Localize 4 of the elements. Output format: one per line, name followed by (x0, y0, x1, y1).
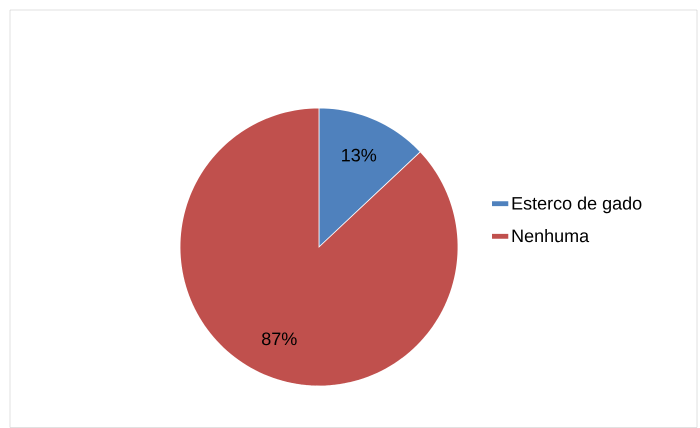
legend-label: Esterco de gado (512, 196, 642, 214)
legend-label: Nenhuma (512, 228, 590, 242)
data-label: 13% (342, 148, 376, 162)
data-label: 87% (262, 332, 297, 346)
